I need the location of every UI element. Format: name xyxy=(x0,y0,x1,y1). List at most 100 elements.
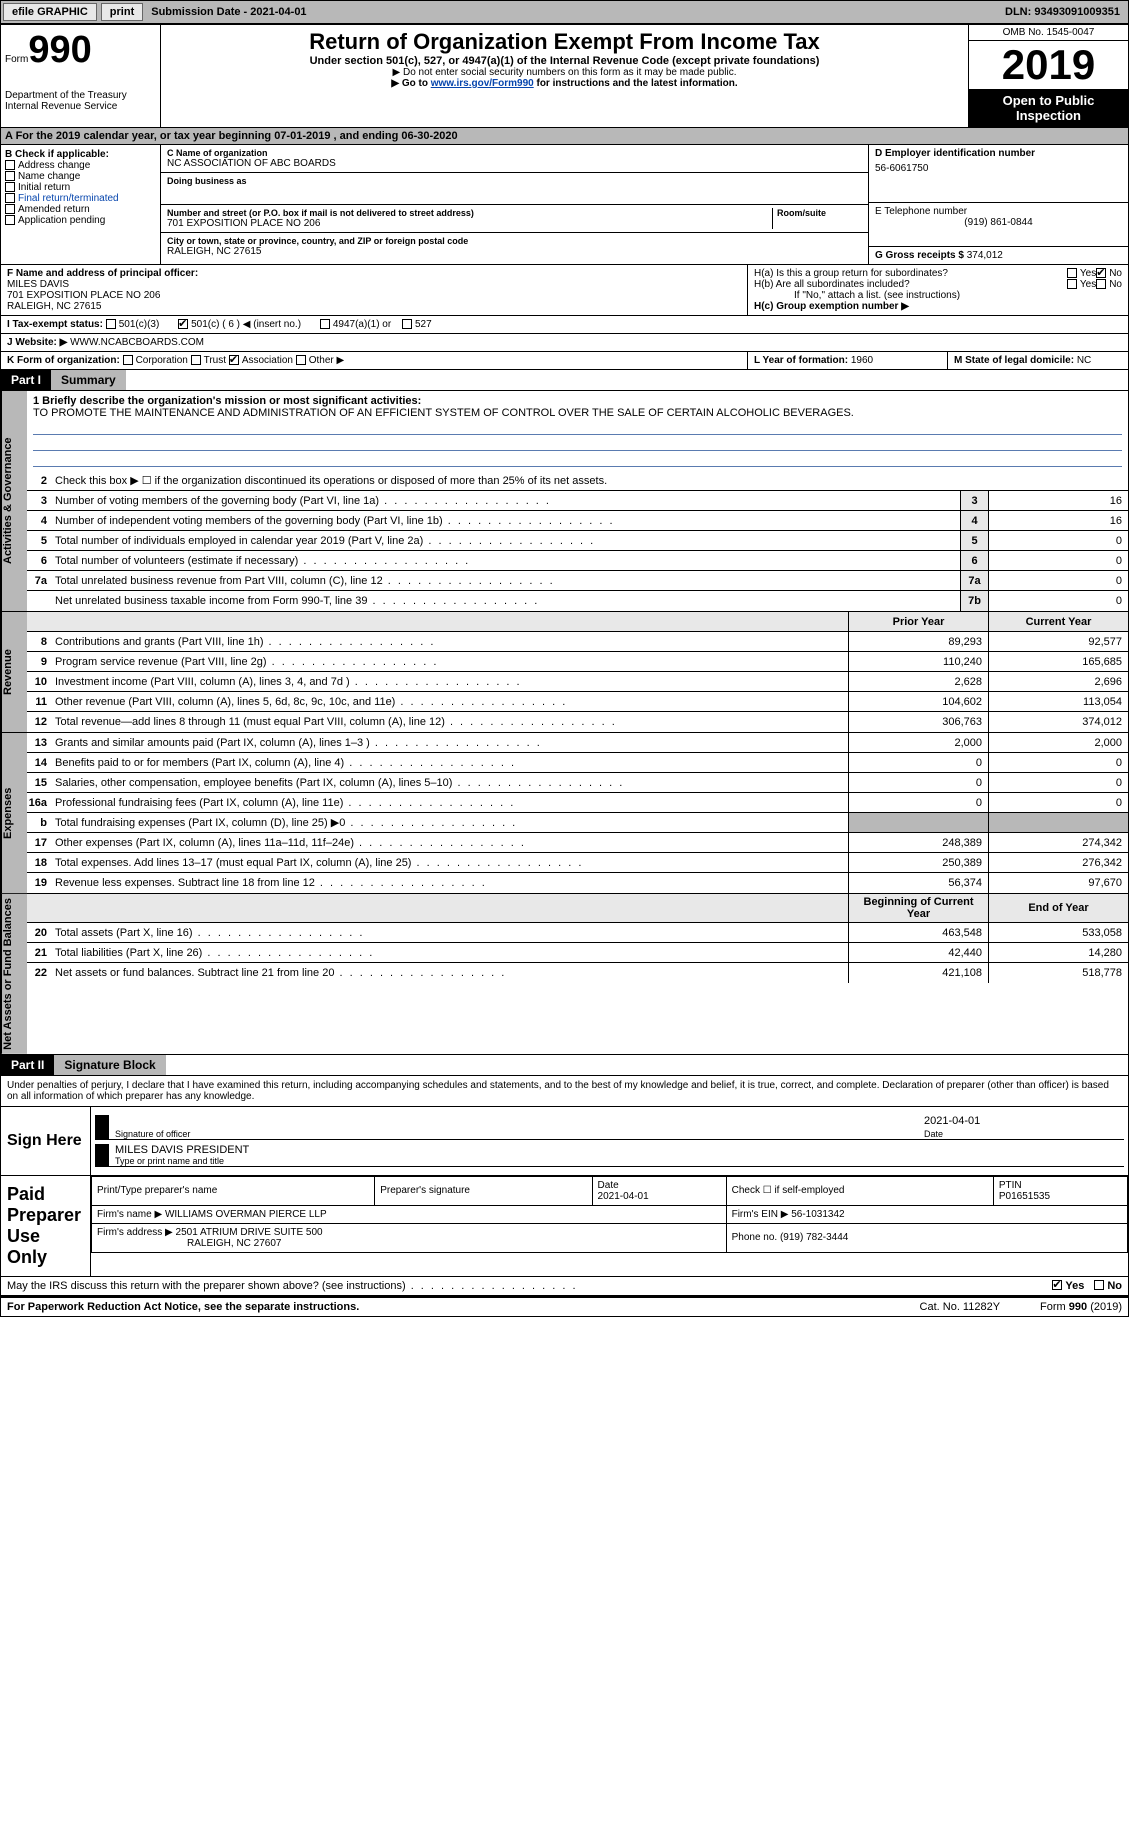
section-h: H(a) Is this a group return for subordin… xyxy=(748,265,1128,315)
row-klm: K Form of organization: Corporation Trus… xyxy=(0,352,1129,370)
form-footer: Form 990 (2019) xyxy=(1040,1301,1122,1313)
line-19: 19Revenue less expenses. Subtract line 1… xyxy=(27,873,1128,893)
sig-arrow-icon xyxy=(95,1115,109,1139)
topbar: efile GRAPHIC print Submission Date - 20… xyxy=(0,0,1129,24)
line-8: 8Contributions and grants (Part VIII, li… xyxy=(27,632,1128,652)
line-12: 12Total revenue—add lines 8 through 11 (… xyxy=(27,712,1128,732)
ha-yes[interactable] xyxy=(1067,268,1077,278)
line-3: 3Number of voting members of the governi… xyxy=(27,491,1128,511)
form-title-cell: Return of Organization Exempt From Incom… xyxy=(161,25,968,127)
discuss-yes[interactable] xyxy=(1052,1280,1062,1290)
section-c: C Name of organizationNC ASSOCIATION OF … xyxy=(161,145,868,264)
form-title: Return of Organization Exempt From Incom… xyxy=(165,29,964,55)
year-formation: 1960 xyxy=(851,355,873,366)
ptin: P01651535 xyxy=(999,1191,1050,1202)
row-a: A For the 2019 calendar year, or tax yea… xyxy=(0,128,1129,145)
line-4: 4Number of independent voting members of… xyxy=(27,511,1128,531)
k-corp[interactable] xyxy=(123,355,133,365)
firm-address: 2501 ATRIUM DRIVE SUITE 500 xyxy=(176,1227,323,1238)
expenses-section: Expenses 13Grants and similar amounts pa… xyxy=(0,733,1129,894)
k-other[interactable] xyxy=(296,355,306,365)
city-state-zip: RALEIGH, NC 27615 xyxy=(167,246,862,257)
print-button[interactable]: print xyxy=(101,3,143,21)
ha-no[interactable] xyxy=(1096,268,1106,278)
vtab-expenses: Expenses xyxy=(1,733,27,893)
part2-header: Part IISignature Block xyxy=(0,1055,1129,1076)
chk-address-change[interactable] xyxy=(5,160,15,170)
i-4947[interactable] xyxy=(320,319,330,329)
form-number-cell: Form990 Department of the Treasury Inter… xyxy=(1,25,161,127)
submission-date: Submission Date - 2021-04-01 xyxy=(145,6,312,18)
vtab-revenue: Revenue xyxy=(1,612,27,732)
line-16a: 16aProfessional fundraising fees (Part I… xyxy=(27,793,1128,813)
paid-preparer-label: Paid Preparer Use Only xyxy=(1,1176,91,1276)
chk-app-pending[interactable] xyxy=(5,215,15,225)
dept-treasury: Department of the Treasury Internal Reve… xyxy=(5,90,156,112)
line-22: 22Net assets or fund balances. Subtract … xyxy=(27,963,1128,983)
line-18: 18Total expenses. Add lines 13–17 (must … xyxy=(27,853,1128,873)
line-21: 21Total liabilities (Part X, line 26)42,… xyxy=(27,943,1128,963)
line-10: 10Investment income (Part VIII, column (… xyxy=(27,672,1128,692)
discuss-no[interactable] xyxy=(1094,1280,1104,1290)
line-2: Check this box ▶ ☐ if the organization d… xyxy=(51,472,1128,489)
officer-name-title: MILES DAVIS PRESIDENT xyxy=(115,1144,1124,1156)
line-17: 17Other expenses (Part IX, column (A), l… xyxy=(27,833,1128,853)
year-cell: OMB No. 1545-0047 2019 Open to Public In… xyxy=(968,25,1128,127)
chk-initial-return[interactable] xyxy=(5,182,15,192)
col-beginning-year: Beginning of Current Year xyxy=(848,894,988,922)
mission-text: TO PROMOTE THE MAINTENANCE AND ADMINISTR… xyxy=(33,407,1122,419)
line-20: 20Total assets (Part X, line 16)463,5485… xyxy=(27,923,1128,943)
open-to-public: Open to Public Inspection xyxy=(969,89,1128,127)
gross-receipts: 374,012 xyxy=(967,250,1003,261)
mission-block: 1 Briefly describe the organization's mi… xyxy=(27,391,1128,471)
hb-yes[interactable] xyxy=(1067,279,1077,289)
form-note-1: ▶ Do not enter social security numbers o… xyxy=(165,67,964,78)
sig-arrow-icon xyxy=(95,1144,109,1166)
line-15: 15Salaries, other compensation, employee… xyxy=(27,773,1128,793)
sign-date: 2021-04-01 xyxy=(924,1115,1124,1129)
chk-amended[interactable] xyxy=(5,204,15,214)
row-i: I Tax-exempt status: 501(c)(3) 501(c) ( … xyxy=(0,316,1129,334)
cat-no: Cat. No. 11282Y xyxy=(920,1301,1001,1313)
irs-link[interactable]: www.irs.gov/Form990 xyxy=(431,78,534,89)
section-bcdeg: B Check if applicable: Address change Na… xyxy=(0,145,1129,265)
tax-year: 2019 xyxy=(969,41,1128,89)
i-501c3[interactable] xyxy=(106,319,116,329)
irs-discuss-row: May the IRS discuss this return with the… xyxy=(0,1277,1129,1296)
preparer-table: Print/Type preparer's namePreparer's sig… xyxy=(91,1176,1128,1253)
col-end-year: End of Year xyxy=(988,894,1128,922)
i-527[interactable] xyxy=(402,319,412,329)
website: WWW.NCABCBOARDS.COM xyxy=(70,337,204,348)
part1-header: Part ISummary xyxy=(0,370,1129,391)
form-subtitle: Under section 501(c), 527, or 4947(a)(1)… xyxy=(165,55,964,67)
telephone: (919) 861-0844 xyxy=(875,217,1122,228)
firm-name: WILLIAMS OVERMAN PIERCE LLP xyxy=(165,1209,327,1220)
col-prior-year: Prior Year xyxy=(848,612,988,631)
k-assoc[interactable] xyxy=(229,355,239,365)
firm-ein: 56-1031342 xyxy=(791,1209,844,1220)
chk-name-change[interactable] xyxy=(5,171,15,181)
signature-block: Under penalties of perjury, I declare th… xyxy=(0,1076,1129,1277)
b-checkboxes: B Check if applicable: Address change Na… xyxy=(1,145,161,264)
line-11: 11Other revenue (Part VIII, column (A), … xyxy=(27,692,1128,712)
hb-no[interactable] xyxy=(1096,279,1106,289)
street-address: 701 EXPOSITION PLACE NO 206 xyxy=(167,218,772,229)
line-13: 13Grants and similar amounts paid (Part … xyxy=(27,733,1128,753)
ein: 56-6061750 xyxy=(875,163,1122,174)
chk-final-return[interactable] xyxy=(5,193,15,203)
line-14: 14Benefits paid to or for members (Part … xyxy=(27,753,1128,773)
netassets-section: Net Assets or Fund Balances Beginning of… xyxy=(0,894,1129,1055)
state-domicile: NC xyxy=(1077,355,1091,366)
row-j: J Website: ▶ WWW.NCABCBOARDS.COM xyxy=(0,334,1129,352)
form-note-2: ▶ Go to www.irs.gov/Form990 for instruct… xyxy=(165,78,964,89)
efile-link[interactable]: efile GRAPHIC xyxy=(3,3,97,21)
firm-phone: (919) 782-3444 xyxy=(780,1232,848,1243)
section-f: F Name and address of principal officer:… xyxy=(1,265,748,315)
line-9: 9Program service revenue (Part VIII, lin… xyxy=(27,652,1128,672)
row-fh: F Name and address of principal officer:… xyxy=(0,265,1129,316)
line-7b: Net unrelated business taxable income fr… xyxy=(27,591,1128,611)
line-5: 5Total number of individuals employed in… xyxy=(27,531,1128,551)
vtab-governance: Activities & Governance xyxy=(1,391,27,611)
k-trust[interactable] xyxy=(191,355,201,365)
i-501c[interactable] xyxy=(178,319,188,329)
